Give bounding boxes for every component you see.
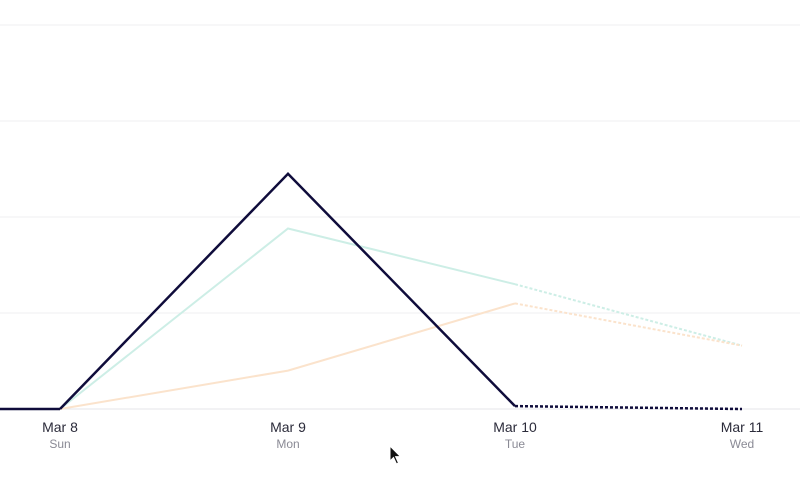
mouse-pointer-icon xyxy=(389,445,402,465)
x-tick-day-label: Sun xyxy=(49,437,70,451)
x-axis-ticks: Mar 8 Sun Mar 9 Mon Mar 10 Tue Mar 11 Wed xyxy=(42,419,763,451)
series-line xyxy=(59,227,516,410)
series-line-projected xyxy=(514,283,743,347)
x-tick-date-label: Mar 8 xyxy=(42,419,78,435)
x-tick-day-label: Wed xyxy=(730,437,754,451)
x-tick-day-label: Mon xyxy=(276,437,299,451)
x-tick-day-label: Tue xyxy=(505,437,526,451)
grid-lines xyxy=(0,24,800,410)
x-tick-date-label: Mar 10 xyxy=(493,419,537,435)
x-tick-date-label: Mar 9 xyxy=(270,419,306,435)
x-tick-date-label: Mar 11 xyxy=(721,419,764,435)
series-line-projected xyxy=(514,404,743,411)
series-lines xyxy=(0,172,743,411)
series-line xyxy=(59,172,516,410)
series-line-projected xyxy=(514,302,743,347)
